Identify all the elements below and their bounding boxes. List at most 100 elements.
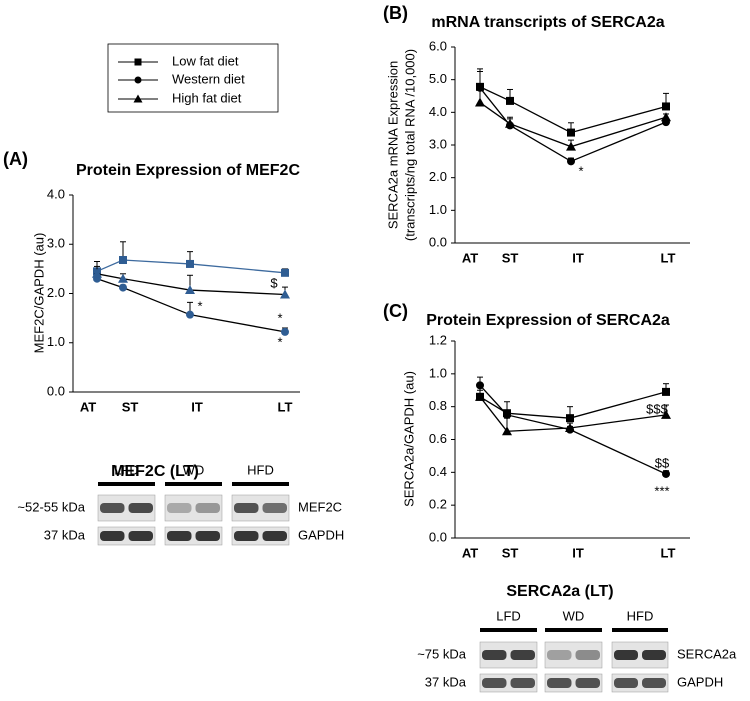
panel-label: (C) [383,301,408,321]
band-size: ~52-55 kDa [17,499,85,514]
y-tick-label: 1.0 [429,365,447,380]
marker [119,283,127,292]
series-line [96,259,286,274]
blot-band [100,503,125,513]
marker [119,256,127,265]
blot-band [128,531,153,541]
group-label: LFD [496,608,521,623]
y-axis-label: SERCA2a mRNA Expression [385,61,400,229]
x-tick-label: AT [462,250,478,265]
annotation: * [277,334,282,349]
marker [475,97,485,107]
y-tick-label: 4.0 [429,104,447,119]
marker [503,410,511,419]
x-tick-label: IT [572,250,584,265]
blot-band [195,503,220,513]
y-tick-label: 1.2 [429,332,447,347]
series-line [479,384,667,475]
x-tick-label: ST [122,399,139,414]
marker [566,141,576,151]
marker [566,414,574,423]
marker [133,94,143,103]
group-label: WD [563,608,585,623]
y-tick-label: 2.0 [47,285,65,300]
y-tick-label: 0.0 [429,234,447,249]
marker [186,310,194,319]
blot-band [547,678,572,688]
blot-band [167,503,192,513]
blot-band [100,531,125,541]
annotation: $$ [655,455,670,470]
group-label: HFD [627,608,654,623]
group-label: LFD [114,462,139,477]
y-tick-label: 1.0 [47,334,65,349]
blot-band [195,531,220,541]
marker [185,285,195,295]
legend-label: Low fat diet [172,53,239,68]
marker [281,327,289,336]
protein-label: SERCA2a [677,646,737,661]
marker [662,469,670,478]
blot-band [128,503,153,513]
series-line [96,278,286,333]
y-tick-label: 1.0 [429,202,447,217]
panel-label: (A) [3,149,28,169]
blot-band [234,531,259,541]
annotation: * [277,310,282,325]
blot-band [575,678,600,688]
blot-band [642,678,666,688]
marker [475,391,485,401]
group-bar [545,628,602,632]
band-size: 37 kDa [425,674,467,689]
x-tick-label: LT [278,399,293,414]
protein-label: GAPDH [677,674,723,689]
x-tick-label: LT [661,250,676,265]
blot-band [547,650,572,660]
x-tick-label: ST [502,545,519,560]
blot-band [510,678,535,688]
y-tick-label: 0.4 [429,464,447,479]
x-tick-label: IT [191,399,203,414]
blot-band [482,650,507,660]
marker [118,273,128,283]
chart-title: mRNA transcripts of SERCA2a [431,14,664,31]
legend-box [107,43,279,113]
y-tick-label: 2.0 [429,169,447,184]
blot-band [262,531,287,541]
annotation: *** [654,483,669,498]
blot-band [642,650,666,660]
y-tick-label: 0.2 [429,497,447,512]
marker [505,118,515,128]
series-line [479,396,667,432]
legend-label: High fat diet [172,90,242,105]
series-line [479,86,667,134]
blot-band [575,650,600,660]
marker [662,387,670,396]
marker [567,157,575,166]
x-tick-label: AT [80,399,96,414]
series-line [96,273,286,296]
blot-title: SERCA2a (LT) [506,583,613,600]
marker [134,58,142,66]
series-line [479,102,667,148]
group-bar [480,628,537,632]
group-bar [232,482,289,486]
band-size: 37 kDa [44,527,86,542]
group-label: HFD [247,462,274,477]
y-tick-label: 3.0 [47,236,65,251]
marker [567,128,575,137]
marker [502,426,512,436]
blot-strip [544,641,603,669]
blot-strip [164,494,223,522]
blot-band [614,650,638,660]
blot-band [482,678,507,688]
blot-band [614,678,638,688]
x-tick-label: ST [502,250,519,265]
x-tick-label: LT [661,545,676,560]
marker [280,289,290,299]
group-bar [98,482,155,486]
y-axis-label: SERCA2a/GAPDH (au) [401,371,416,507]
group-bar [612,628,668,632]
marker [565,423,575,433]
